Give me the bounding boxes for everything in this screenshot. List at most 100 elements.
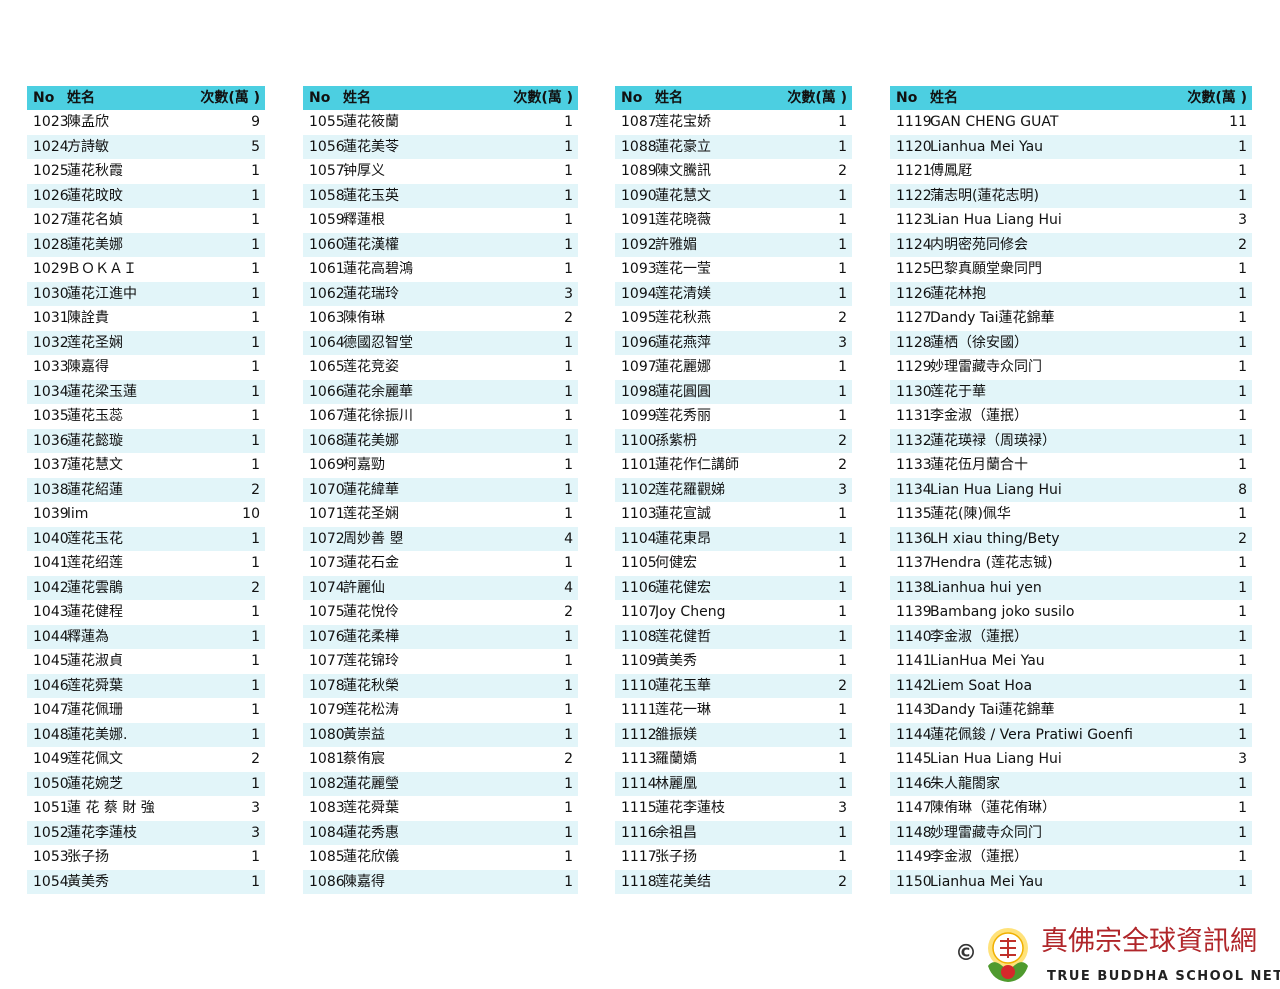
- table-row: 1098 蓮花圓圓 1: [615, 379, 852, 404]
- donor-name: 釋蓮為: [67, 628, 109, 645]
- table-row: 1041 莲花绍莲 1: [27, 551, 265, 576]
- table-row: 1063 陳侑琳 2: [303, 306, 578, 331]
- count-value: 2: [838, 457, 847, 474]
- count-value: 1: [1238, 359, 1247, 376]
- table-row: 1039 lim 10: [27, 502, 265, 527]
- table-row: 1083 莲花舜葉 1: [303, 796, 578, 821]
- count-value: 1: [838, 653, 847, 670]
- table-row: 1114 林麗凰 1: [615, 771, 852, 796]
- donor-name: lim: [67, 506, 89, 523]
- table-row: 1049 莲花佩文 2: [27, 747, 265, 772]
- row-number: 1070: [309, 481, 345, 498]
- copyright-symbol: ©: [955, 941, 977, 966]
- row-number: 1110: [621, 677, 657, 694]
- row-number: 1029: [33, 261, 69, 278]
- table-row: 1060 蓮花漢權 1: [303, 232, 578, 257]
- row-number: 1131: [896, 408, 932, 425]
- row-number: 1142: [896, 677, 932, 694]
- count-value: 2: [251, 481, 260, 498]
- count-value: 1: [1238, 432, 1247, 449]
- count-value: 1: [838, 775, 847, 792]
- donor-name: Lianhua Mei Yau: [930, 138, 1044, 155]
- table-row: 1140 李金淑（蓮抿） 1: [890, 624, 1252, 649]
- donor-name: 蓮花伍月蘭合十: [930, 457, 1028, 474]
- count-value: 1: [838, 212, 847, 229]
- row-number: 1129: [896, 359, 932, 376]
- donor-name: 蓮花玉英: [343, 187, 399, 204]
- row-number: 1064: [309, 334, 345, 351]
- count-value: 2: [838, 310, 847, 327]
- donor-name: 蓮花懿璇: [67, 432, 123, 449]
- row-number: 1067: [309, 408, 345, 425]
- row-number: 1079: [309, 702, 345, 719]
- count-value: 11: [1229, 114, 1247, 131]
- table-row: 1093 莲花一莹 1: [615, 257, 852, 282]
- row-number: 1044: [33, 628, 69, 645]
- donor-name: 蓮花麗瑩: [343, 775, 399, 792]
- table-row: 1147 陳侑琳（蓮花侑琳） 1: [890, 796, 1252, 821]
- table-row: 1047 蓮花佩珊 1: [27, 698, 265, 723]
- row-number: 1038: [33, 481, 69, 498]
- table-row: 1077 莲花锦玲 1: [303, 649, 578, 674]
- row-number: 1130: [896, 383, 932, 400]
- donor-name: 蓮花婉芝: [67, 775, 123, 792]
- count-value: 3: [1238, 212, 1247, 229]
- count-value: 1: [251, 530, 260, 547]
- count-value: 1: [564, 775, 573, 792]
- row-number: 1076: [309, 628, 345, 645]
- count-value: 2: [564, 310, 573, 327]
- donor-name: 林麗凰: [655, 775, 697, 792]
- donor-name: 陳侑琳（蓮花侑琳）: [930, 800, 1056, 817]
- donor-name: 雒振媄: [655, 726, 697, 743]
- row-number: 1124: [896, 236, 932, 253]
- table-row: 1023 陳孟欣 9: [27, 110, 265, 135]
- table-row: 1106 蓮花健宏 1: [615, 575, 852, 600]
- donor-name: 张子扬: [67, 849, 109, 866]
- table-row: 1092 許雅媚 1: [615, 232, 852, 257]
- donor-name: 蓮花燕萍: [655, 334, 711, 351]
- count-value: 3: [564, 285, 573, 302]
- row-number: 1118: [621, 873, 657, 890]
- count-value: 1: [251, 457, 260, 474]
- row-number: 1028: [33, 236, 69, 253]
- count-value: 1: [564, 849, 573, 866]
- row-number: 1116: [621, 824, 657, 841]
- donor-name: 蓮花美苓: [343, 138, 399, 155]
- donor-name: Lianhua Mei Yau: [930, 873, 1044, 890]
- table-row: 1074 許麗仙 4: [303, 575, 578, 600]
- row-number: 1027: [33, 212, 69, 229]
- row-number: 1119: [896, 114, 932, 131]
- row-number: 1135: [896, 506, 932, 523]
- table-row: 1123 Lian Hua Liang Hui 3: [890, 208, 1252, 233]
- table-row: 1081 蔡侑宸 2: [303, 747, 578, 772]
- row-number: 1089: [621, 163, 657, 180]
- count-value: 1: [564, 702, 573, 719]
- table-row: 1058 蓮花玉英 1: [303, 183, 578, 208]
- row-number: 1052: [33, 824, 69, 841]
- row-number: 1087: [621, 114, 657, 131]
- table-row: 1149 李金淑（蓮抿） 1: [890, 845, 1252, 870]
- table-row: 1040 莲花玉花 1: [27, 526, 265, 551]
- count-value: 1: [838, 236, 847, 253]
- count-value: 1: [838, 114, 847, 131]
- table-row: 1089 陳文騰訊 2: [615, 159, 852, 184]
- row-number: 1084: [309, 824, 345, 841]
- table-row: 1127 Dandy Tai蓮花錦華 1: [890, 306, 1252, 331]
- donor-name: 蓮花緯華: [343, 481, 399, 498]
- donor-name: 蓮花麗娜: [655, 359, 711, 376]
- donor-name: 黃崇益: [343, 726, 385, 743]
- count-value: 2: [838, 677, 847, 694]
- table-row: 1036 蓮花懿璇 1: [27, 428, 265, 453]
- donor-name: 李金淑（蓮抿）: [930, 628, 1028, 645]
- count-value: 1: [251, 702, 260, 719]
- row-number: 1105: [621, 555, 657, 572]
- row-number: 1074: [309, 579, 345, 596]
- table-row: 1082 蓮花麗瑩 1: [303, 771, 578, 796]
- donor-name: 蓮花慧文: [67, 457, 123, 474]
- table-row: 1096 蓮花燕萍 3: [615, 330, 852, 355]
- count-value: 1: [838, 726, 847, 743]
- table-row: 1135 蓮花(陳)佩华 1: [890, 502, 1252, 527]
- count-value: 1: [564, 261, 573, 278]
- donor-name: 巴黎真願堂衆同門: [930, 261, 1042, 278]
- count-value: 1: [1238, 775, 1247, 792]
